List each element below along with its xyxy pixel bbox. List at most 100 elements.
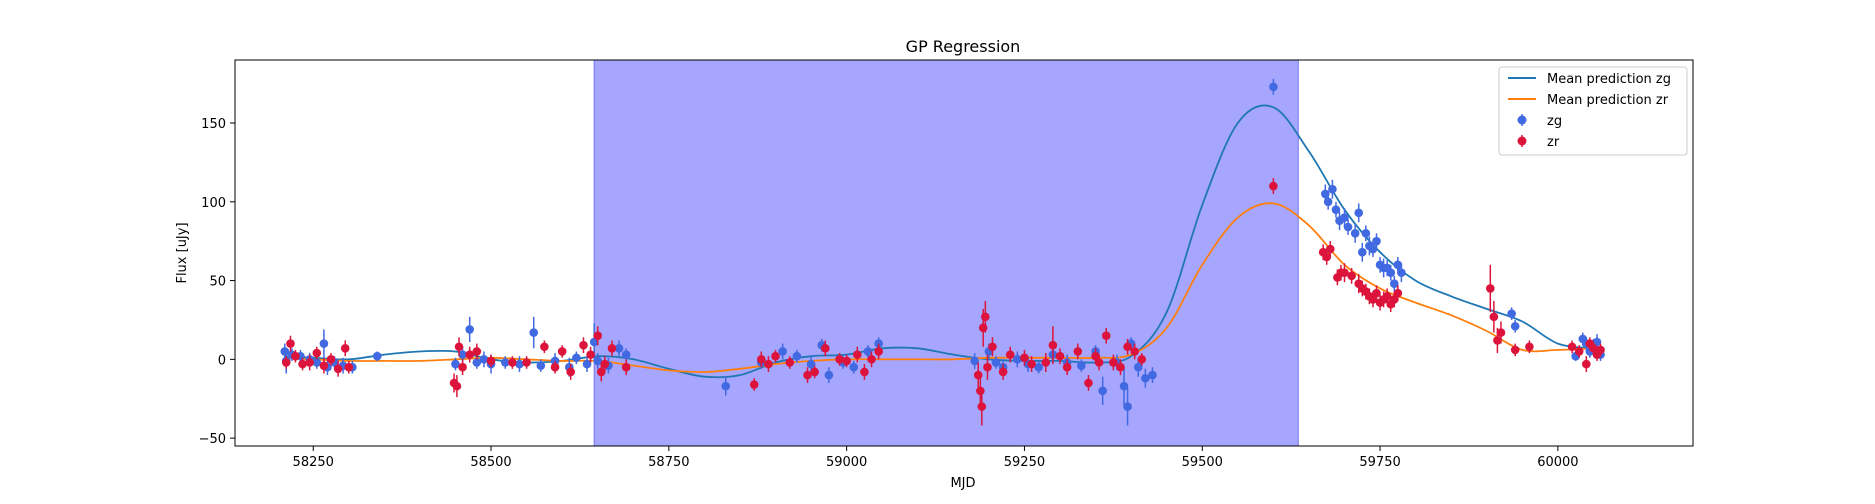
y-tick-label: 50 xyxy=(209,275,226,290)
axes: 58250 58500 58750 59000 59250 59500 59750 60000… xyxy=(199,117,1579,470)
data-point-zr xyxy=(1094,358,1104,367)
data-point-zr xyxy=(874,347,883,356)
shaded-region xyxy=(593,59,1299,447)
data-point-zr xyxy=(821,344,830,353)
data-point-zr xyxy=(998,367,1008,377)
data-point-zr xyxy=(973,370,983,380)
data-point-zr xyxy=(550,362,560,372)
data-point-zg xyxy=(1397,268,1406,277)
data-point-zr xyxy=(312,348,322,358)
data-point-zr xyxy=(1368,295,1378,304)
data-point-zr xyxy=(621,362,631,372)
data-point-zg xyxy=(500,358,510,367)
data-point-zr xyxy=(305,358,314,367)
data-point-zr xyxy=(566,367,575,377)
data-point-zr xyxy=(1489,312,1499,322)
data-point-zg xyxy=(1372,236,1381,246)
x-tick-label: 58750 xyxy=(648,455,689,470)
data-point-zg xyxy=(472,358,482,367)
data-point-zr xyxy=(344,362,354,372)
data-point-zg xyxy=(1386,268,1396,277)
data-point-zr xyxy=(1322,252,1332,262)
data-point-zr xyxy=(764,359,773,369)
data-point-zg xyxy=(529,328,539,337)
data-point-zr xyxy=(983,362,992,372)
data-point-zr xyxy=(326,355,336,364)
data-point-zr xyxy=(1116,362,1125,372)
data-point-zr xyxy=(472,347,482,356)
data-point-zg xyxy=(1343,222,1353,232)
data-point-zr xyxy=(1393,288,1403,298)
data-point-zg xyxy=(778,347,787,356)
data-point-zg xyxy=(1034,362,1043,372)
data-point-zg xyxy=(621,350,631,359)
data-point-zg xyxy=(806,359,816,369)
data-point-zg xyxy=(1507,309,1516,318)
data-point-zg xyxy=(582,359,592,369)
data-point-zr xyxy=(1130,347,1139,356)
data-point-zr xyxy=(977,402,987,411)
data-point-zr xyxy=(1325,244,1335,254)
data-point-zr xyxy=(596,367,606,377)
data-point-zr xyxy=(1041,358,1051,367)
data-point-zg xyxy=(970,356,979,366)
data-point-zg xyxy=(721,381,731,391)
data-point-zr xyxy=(1101,331,1111,341)
data-point-zg xyxy=(1368,244,1378,254)
data-point-zr xyxy=(1062,362,1072,372)
data-point-zr xyxy=(486,356,496,366)
data-point-zr xyxy=(291,351,300,361)
data-point-zg xyxy=(1354,208,1364,218)
data-point-zr xyxy=(593,331,603,341)
series-zr xyxy=(281,178,1605,426)
data-point-zr xyxy=(1510,345,1520,355)
data-point-zg xyxy=(1389,279,1399,289)
data-point-zg xyxy=(1357,247,1367,257)
data-point-zr xyxy=(1574,347,1584,356)
data-point-zr xyxy=(508,358,517,367)
data-points xyxy=(280,78,1605,426)
data-point-zg xyxy=(792,351,802,361)
data-point-zr xyxy=(978,323,988,333)
data-point-zr xyxy=(1567,342,1577,352)
data-point-zg xyxy=(1119,381,1129,391)
y-tick-label: −50 xyxy=(199,432,226,447)
data-point-zr xyxy=(586,350,595,359)
data-point-zg xyxy=(1361,229,1371,238)
data-point-zg xyxy=(451,359,460,369)
data-point-zr xyxy=(988,342,997,352)
data-point-zr xyxy=(1005,350,1015,359)
legend-label-mean-zr: Mean prediction zr xyxy=(1547,93,1669,108)
data-point-zr xyxy=(1596,345,1605,355)
data-point-zg xyxy=(458,350,467,359)
data-point-zr xyxy=(557,347,567,356)
data-point-zg xyxy=(572,353,581,363)
data-point-zg xyxy=(1350,229,1360,238)
data-point-zr xyxy=(842,356,851,366)
data-point-zg xyxy=(991,358,1001,367)
legend: Mean prediction zg Mean prediction zr zg… xyxy=(1498,66,1688,156)
data-point-zg xyxy=(1141,373,1150,383)
y-tick-label: 150 xyxy=(201,117,226,132)
data-point-zg xyxy=(479,355,489,364)
x-tick-label: 58500 xyxy=(470,455,511,470)
y-tick-label: 100 xyxy=(201,196,226,211)
data-point-zr xyxy=(1589,344,1598,353)
y-axis-label: Flux [uJy] xyxy=(175,222,190,283)
data-point-zr xyxy=(835,355,844,364)
x-tick-label: 59250 xyxy=(1004,455,1045,470)
data-point-zg xyxy=(1133,362,1143,372)
data-point-zr xyxy=(319,361,329,370)
plot-frame xyxy=(234,59,1694,447)
data-point-zr xyxy=(607,344,617,353)
chart-title: GP Regression xyxy=(906,37,1021,56)
data-point-zg xyxy=(1340,213,1349,222)
data-point-zg xyxy=(319,339,329,348)
x-axis-label: MJD xyxy=(950,476,975,491)
data-point-zr xyxy=(1055,351,1065,361)
data-point-zr xyxy=(522,358,531,367)
data-point-zg xyxy=(312,358,322,367)
legend-label-zg: zg xyxy=(1547,114,1562,129)
data-point-zg xyxy=(1510,321,1520,331)
